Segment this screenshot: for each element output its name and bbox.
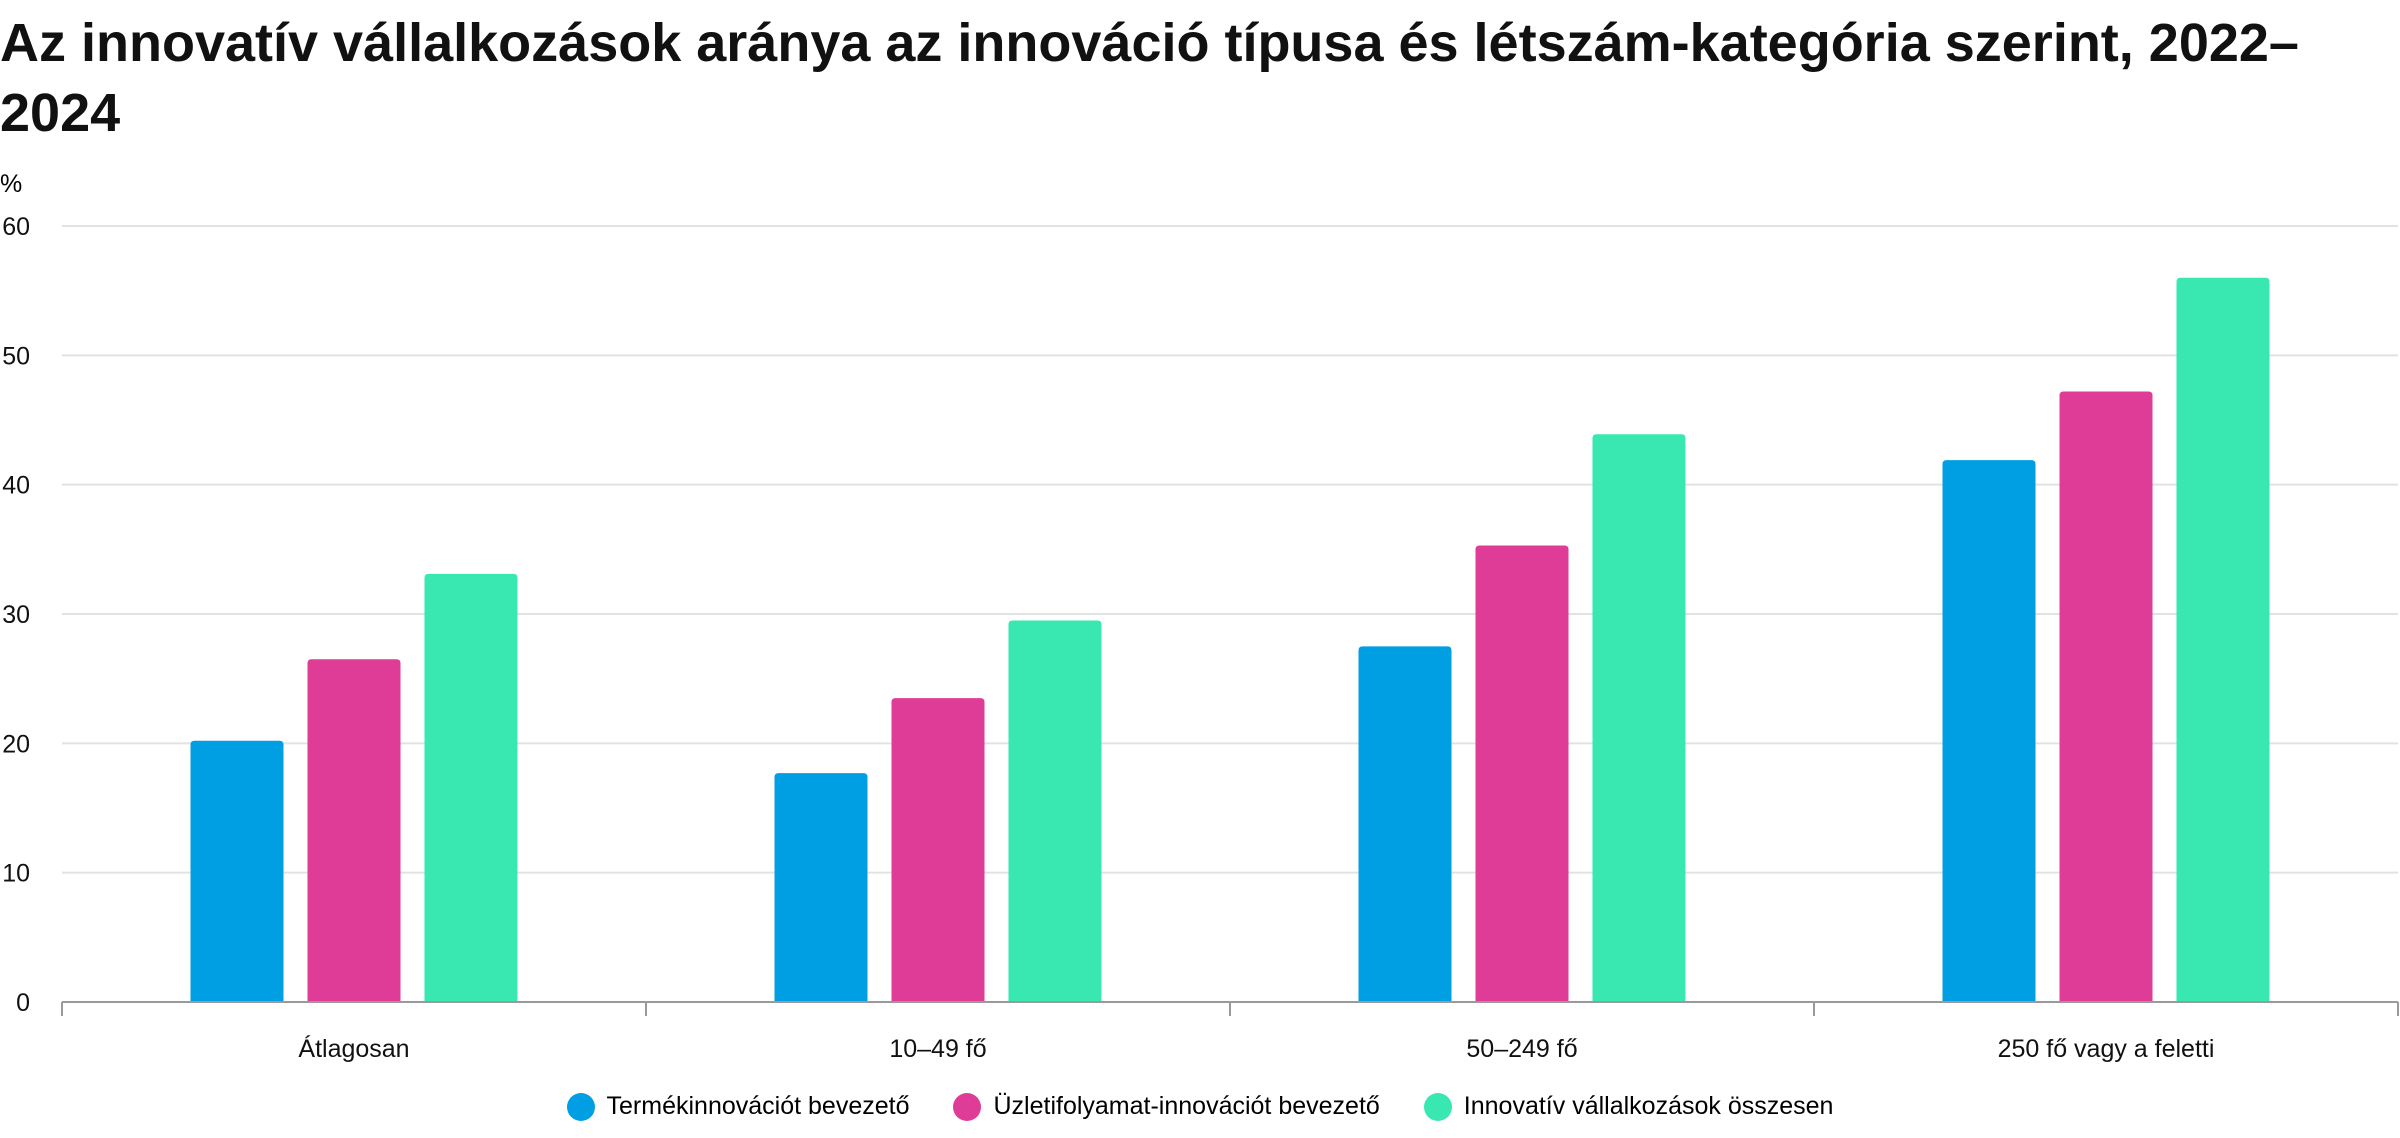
x-axis: Átlagosan 10–49 fő 50–249 fő 250 fő vagy a … <box>61 1001 2399 1063</box>
bar <box>424 573 518 1002</box>
legend: Termékinnovációt bevezető Üzletifolyamat-… <box>0 1092 2400 1121</box>
y-tick-label: 40 <box>2 472 30 500</box>
y-tick-label: 20 <box>2 730 30 758</box>
bar <box>307 659 401 1002</box>
legend-swatch-icon <box>566 1092 595 1121</box>
y-axis-unit-label: % <box>0 170 23 198</box>
bar <box>190 740 284 1002</box>
chart-title: Az innovatív vállalkozások aránya az inn… <box>0 13 2299 143</box>
bar <box>1475 545 1569 1002</box>
bar <box>1008 620 1102 1002</box>
bar <box>1942 460 2036 1002</box>
y-tick-label: 10 <box>2 860 30 888</box>
legend-label: Termékinnovációt bevezető <box>606 1092 910 1120</box>
bar <box>891 698 985 1002</box>
bar <box>774 773 868 1002</box>
legend-label: Innovatív vállalkozások összesen <box>1463 1092 1834 1120</box>
x-tick-label: 50–249 fő <box>1466 1035 1577 1063</box>
legend-item[interactable]: Innovatív vállalkozások összesen <box>1423 1092 1834 1121</box>
x-tick-label: 10–49 fő <box>889 1035 986 1063</box>
y-axis-ticks: 0 10 20 30 40 50 60 <box>2 213 30 1017</box>
y-tick-label: 0 <box>16 989 30 1017</box>
legend-item[interactable]: Üzletifolyamat-innovációt bevezető <box>953 1092 1380 1121</box>
bar <box>1592 434 1686 1002</box>
bar-chart: 0 10 20 30 40 50 60 Átlagosan 10–49 fő 50–249 fő… <box>2 213 2399 1063</box>
legend-item[interactable]: Termékinnovációt bevezető <box>566 1092 910 1121</box>
y-tick-label: 50 <box>2 342 30 370</box>
legend-swatch-icon <box>953 1092 982 1121</box>
legend-label: Üzletifolyamat-innovációt bevezető <box>993 1092 1380 1120</box>
x-tick-label: Átlagosan <box>298 1034 409 1063</box>
y-tick-label: 30 <box>2 601 30 629</box>
bar <box>1358 646 1452 1002</box>
x-tick-label: 250 fő vagy a feletti <box>1998 1035 2215 1063</box>
bars <box>190 277 2270 1003</box>
legend-swatch-icon <box>1423 1092 1452 1121</box>
bar <box>2176 277 2270 1002</box>
bar <box>2059 391 2153 1003</box>
grid-lines <box>62 225 2398 874</box>
y-tick-label: 60 <box>2 213 30 241</box>
